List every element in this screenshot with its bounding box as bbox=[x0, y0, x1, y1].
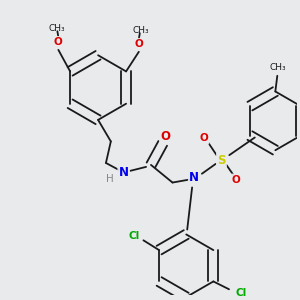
Text: CH₃: CH₃ bbox=[270, 64, 286, 73]
Text: O: O bbox=[200, 134, 208, 143]
Text: CH₃: CH₃ bbox=[48, 24, 65, 33]
Text: O: O bbox=[161, 130, 171, 143]
Text: Cl: Cl bbox=[235, 288, 246, 298]
Text: Cl: Cl bbox=[128, 231, 139, 242]
Text: H: H bbox=[106, 174, 114, 184]
Text: N: N bbox=[189, 171, 199, 184]
Text: O: O bbox=[54, 37, 63, 47]
Text: CH₃: CH₃ bbox=[133, 26, 149, 35]
Text: N: N bbox=[118, 166, 129, 179]
Text: S: S bbox=[217, 154, 226, 166]
Text: O: O bbox=[134, 39, 143, 49]
Text: O: O bbox=[232, 175, 241, 184]
